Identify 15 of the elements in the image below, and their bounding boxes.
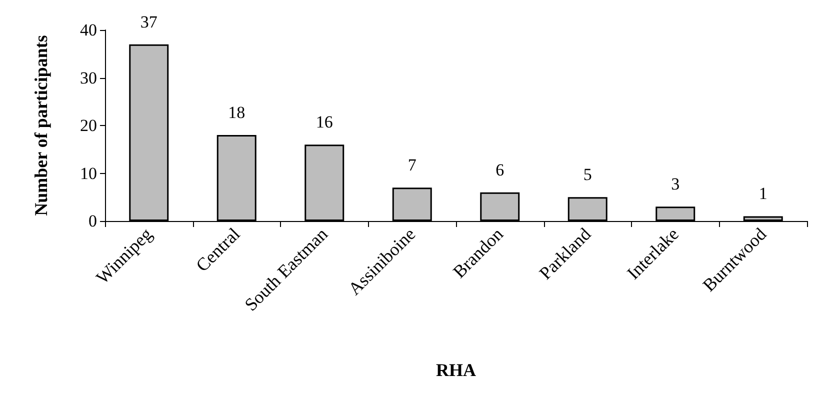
x-axis-title: RHA: [436, 360, 476, 380]
data-label: 3: [671, 174, 680, 194]
y-axis-title: Number of participants: [31, 35, 51, 216]
data-label: 1: [758, 184, 768, 204]
y-tick-label: 40: [80, 20, 97, 40]
data-label: 6: [496, 160, 504, 180]
y-tick-label: 0: [88, 212, 97, 230]
data-label: 18: [228, 103, 246, 122]
data-label: 7: [408, 156, 417, 175]
y-tick-label: 10: [80, 164, 97, 183]
data-label: 37: [140, 12, 158, 32]
data-label: 16: [316, 112, 333, 132]
data-label: 5: [583, 165, 592, 184]
y-tick-label: 20: [80, 116, 97, 135]
y-tick-label: 30: [80, 68, 97, 88]
